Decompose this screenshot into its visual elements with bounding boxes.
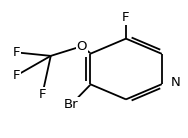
Text: F: F [122,11,130,24]
Text: O: O [77,40,87,53]
Text: F: F [13,69,21,82]
Text: F: F [39,88,46,101]
Text: Br: Br [64,98,79,111]
Text: N: N [171,76,181,89]
Text: F: F [13,46,21,59]
